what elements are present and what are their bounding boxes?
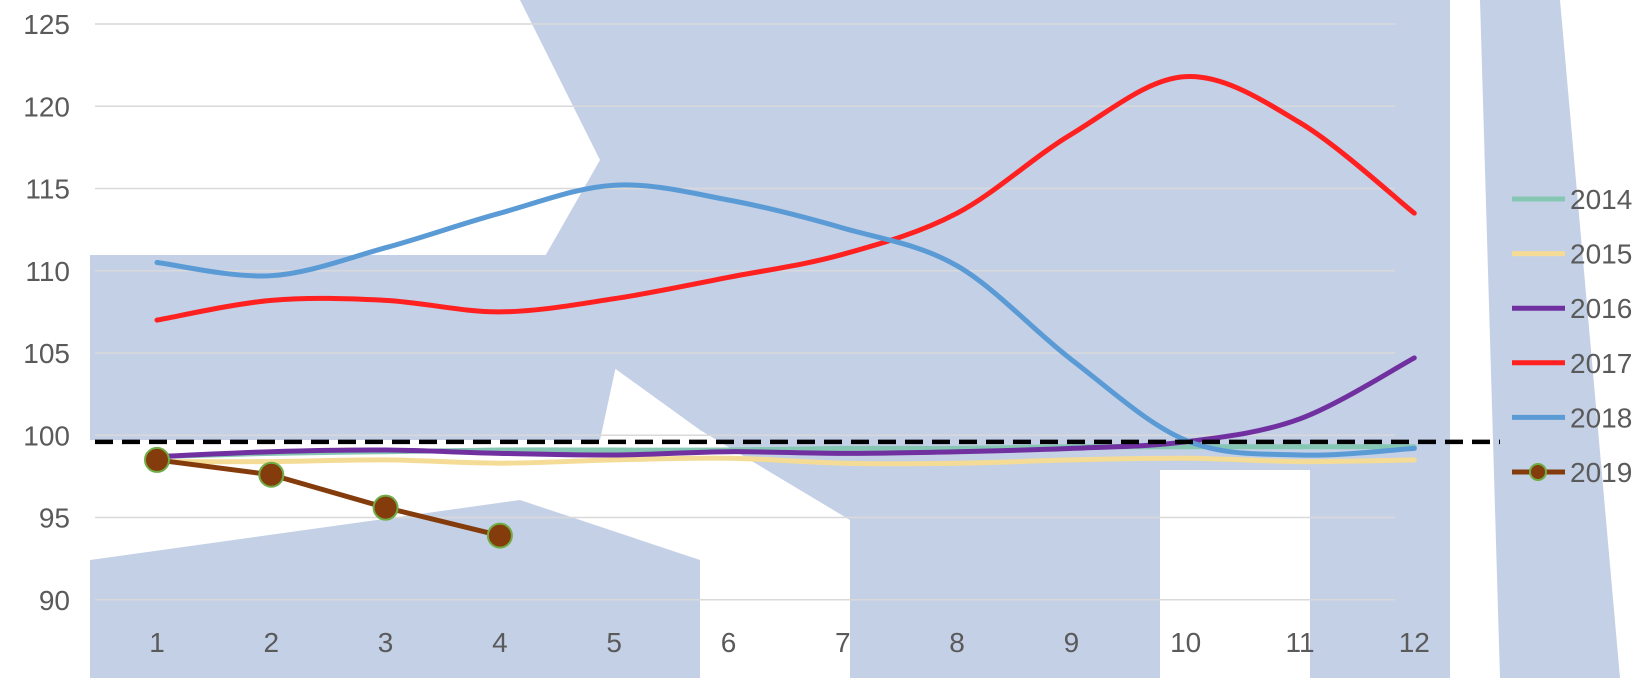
legend-label-2018: 2018	[1570, 402, 1632, 433]
series-line-2015	[154, 455, 1417, 467]
x-tick-label: 7	[835, 627, 851, 658]
y-tick-label: 125	[23, 9, 70, 40]
marker-2019	[372, 494, 399, 521]
y-tick-label: 105	[23, 338, 70, 369]
x-tick-label: 3	[378, 627, 394, 658]
x-tick-label: 1	[149, 627, 165, 658]
marker-2019	[486, 522, 513, 549]
series-line-2019	[154, 457, 503, 539]
x-tick-label: 5	[606, 627, 622, 658]
series-line-2017	[154, 74, 1417, 323]
x-axis-ticks: 1 2 3 4 5 6 7 8 9 10 11 12	[149, 627, 1430, 658]
x-tick-label: 2	[264, 627, 280, 658]
legend-label-2015: 2015	[1570, 239, 1632, 270]
x-tick-label: 10	[1170, 627, 1201, 658]
marker-2019	[258, 461, 285, 488]
x-tick-label: 8	[949, 627, 965, 658]
x-tick-label: 4	[492, 627, 508, 658]
y-axis-ticks: 90 95 100 105 110 115 120 125	[23, 9, 70, 616]
x-tick-label: 9	[1064, 627, 1080, 658]
y-tick-label: 100	[23, 420, 70, 451]
x-tick-label: 6	[721, 627, 737, 658]
y-tick-label: 110	[25, 256, 70, 287]
y-tick-label: 95	[39, 503, 70, 534]
legend-label-2017: 2017	[1570, 348, 1632, 379]
y-tick-label: 120	[23, 91, 70, 122]
legend-label-2016: 2016	[1570, 293, 1632, 324]
marker-2019	[144, 446, 170, 473]
legend: 2014 2015 2016 2017 2018 2019	[1512, 184, 1632, 488]
series-line-2016	[154, 355, 1417, 460]
background-watermark	[90, 0, 1620, 678]
x-tick-label: 11	[1285, 627, 1314, 658]
legend-label-2019: 2019	[1570, 457, 1632, 488]
legend-label-2014: 2014	[1570, 184, 1632, 215]
x-tick-label: 12	[1399, 627, 1430, 658]
y-tick-label: 90	[39, 585, 70, 616]
legend-marker-2019	[1529, 463, 1547, 481]
y-tick-label: 115	[25, 174, 70, 205]
